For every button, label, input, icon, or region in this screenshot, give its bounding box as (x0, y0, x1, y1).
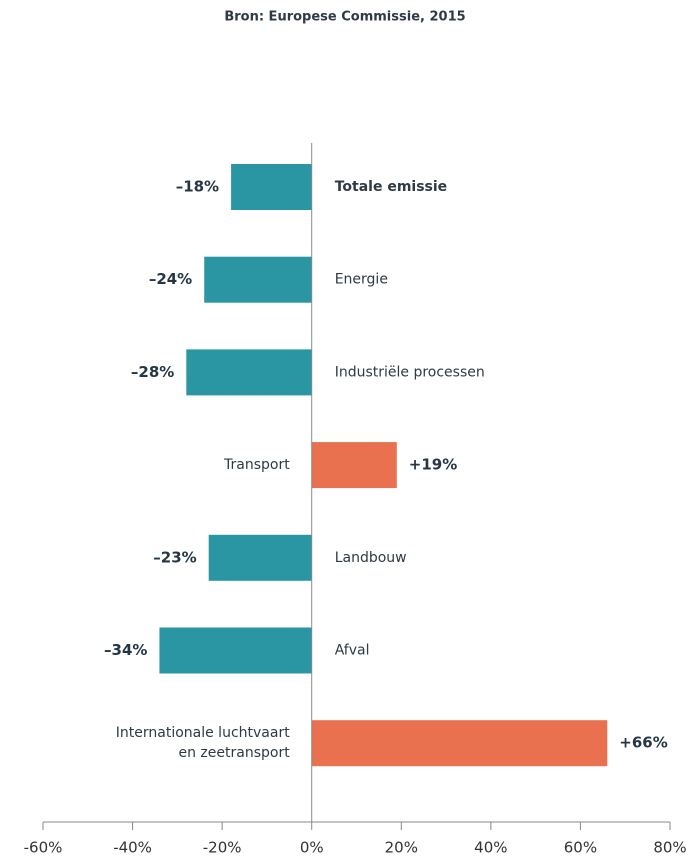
value-label: –18% (176, 178, 219, 196)
category-label: Landbouw (335, 550, 407, 566)
value-label: –23% (153, 548, 196, 566)
category-label: en zeetransport (179, 745, 291, 761)
x-tick-label: 60% (564, 839, 597, 857)
bar (159, 627, 312, 674)
category-label: Totale emissie (335, 179, 447, 195)
category-label: Industriële processen (335, 364, 485, 380)
x-tick-label: -60% (24, 839, 63, 857)
category-label: Transport (223, 457, 290, 473)
chart-title: Bron: Europese Commissie, 2015 (224, 10, 465, 25)
bar (311, 720, 608, 767)
x-tick-label: 0% (300, 839, 324, 857)
x-tick-label: 80% (653, 839, 686, 857)
bar (186, 349, 312, 396)
category-label: Energie (335, 272, 388, 288)
category-label: Afval (335, 643, 370, 659)
value-label: +19% (409, 456, 457, 474)
value-label: –34% (104, 641, 147, 659)
x-tick-label: -20% (203, 839, 242, 857)
x-tick-label: 20% (385, 839, 418, 857)
bar (311, 442, 397, 489)
value-label: –28% (131, 363, 174, 381)
bar (231, 164, 312, 210)
value-label: –24% (149, 270, 192, 288)
category-label: Internationale luchtvaart (116, 725, 290, 741)
value-label: +66% (619, 734, 667, 752)
x-tick-label: 40% (474, 839, 507, 857)
x-tick-label: -40% (113, 839, 152, 857)
bar (204, 256, 312, 303)
bar (208, 534, 312, 581)
